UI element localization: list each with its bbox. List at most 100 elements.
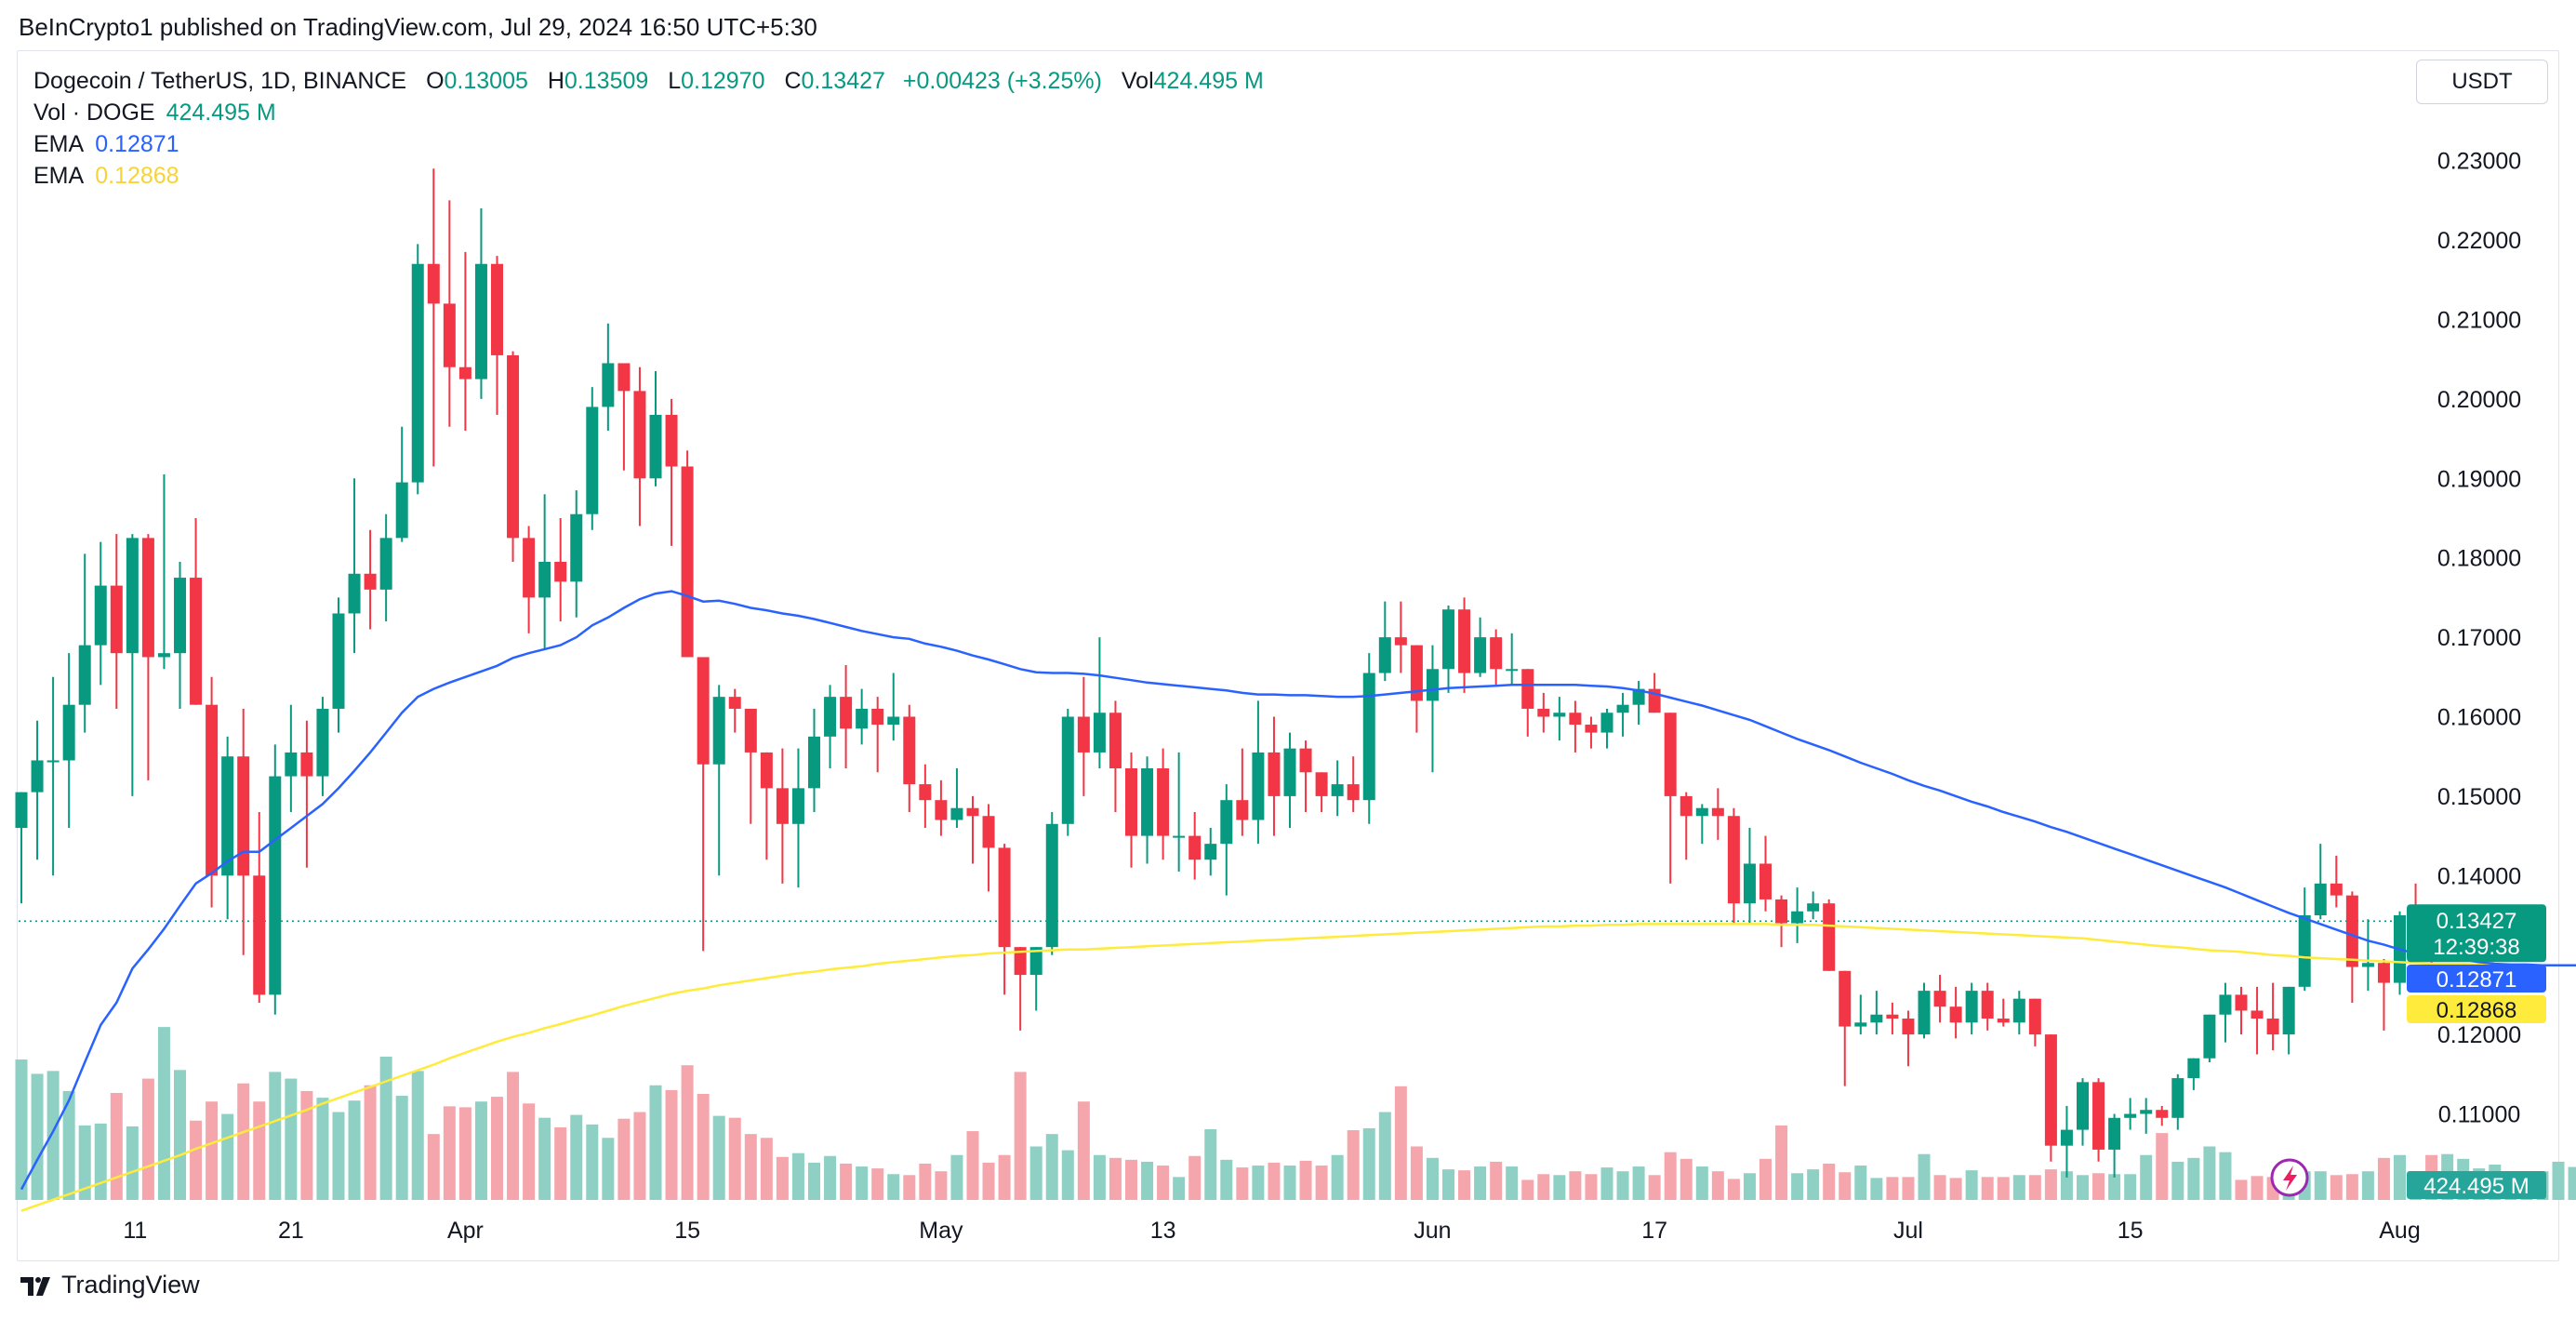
candle — [1918, 982, 1931, 1039]
candle — [681, 450, 694, 658]
currency-button[interactable]: USDT — [2416, 60, 2548, 104]
volume-bar — [348, 1100, 361, 1200]
candle-body — [1600, 713, 1613, 733]
candle-body — [633, 391, 646, 479]
candle — [871, 697, 884, 773]
candle — [78, 553, 91, 733]
volume-bar — [253, 1101, 266, 1200]
candle-body — [94, 585, 107, 646]
candle — [1743, 828, 1756, 924]
candle-body — [1569, 713, 1582, 726]
change-value: +0.00423 (+3.25%) — [902, 68, 1102, 94]
candle — [1981, 982, 1994, 1031]
candle — [332, 597, 345, 733]
volume-bar — [395, 1096, 408, 1200]
volume-bar — [1490, 1161, 1503, 1200]
candle — [808, 708, 820, 812]
candle — [2251, 986, 2264, 1055]
low-label: L — [668, 68, 682, 94]
candle — [443, 200, 456, 427]
candle — [1077, 676, 1090, 796]
candle-body — [269, 776, 282, 995]
candle — [1109, 700, 1122, 812]
chart-legend: Dogecoin / TetherUS, 1D, BINANCE O0.1300… — [33, 65, 1264, 192]
candle-body — [1695, 807, 1708, 817]
candle-body — [2251, 1010, 2264, 1019]
footer-brand[interactable]: TradingView — [61, 1271, 200, 1299]
candle-body — [554, 561, 567, 582]
vol-value: 424.495 M — [1153, 68, 1264, 94]
candle — [62, 653, 75, 829]
candle-body — [1553, 713, 1566, 717]
volume-bar — [2219, 1152, 2232, 1200]
candle — [507, 351, 520, 562]
candle-body — [824, 697, 837, 737]
candle-body — [46, 760, 60, 763]
candle-body — [538, 561, 551, 598]
volume-bar — [94, 1123, 107, 1200]
candle-body — [1157, 768, 1170, 836]
candle — [348, 478, 361, 654]
lightning-icon[interactable] — [2270, 1158, 2309, 1197]
candle — [269, 744, 282, 1015]
candle-body — [1506, 669, 1519, 672]
tradingview-logo-icon[interactable] — [20, 1275, 54, 1296]
candle — [46, 676, 60, 876]
candle-body — [1585, 725, 1598, 733]
candle — [665, 398, 678, 546]
price-tick-label: 0.16000 — [2437, 705, 2521, 731]
ema1-label[interactable]: EMA — [33, 131, 85, 157]
volume-tag: 424.495 M — [2407, 1171, 2546, 1199]
volume-bar — [2314, 1171, 2327, 1200]
candle-body — [665, 414, 678, 467]
candle-body — [935, 800, 948, 820]
candle-body — [2060, 1129, 2073, 1146]
volume-bar — [617, 1118, 631, 1200]
volume-bar — [1537, 1174, 1550, 1200]
ema2-label[interactable]: EMA — [33, 163, 85, 189]
chart-frame — [17, 50, 2559, 1261]
volume-bar — [1807, 1169, 1820, 1200]
volume-bar — [2012, 1175, 2025, 1200]
candle — [2219, 982, 2232, 1043]
candle-body — [2156, 1110, 2169, 1118]
candle — [760, 752, 773, 860]
volume-bar — [1600, 1167, 1613, 1200]
volume-bar — [1902, 1177, 1915, 1200]
candle — [206, 676, 219, 908]
time-tick-label: 11 — [123, 1218, 147, 1244]
volume-bar — [2140, 1154, 2153, 1200]
symbol-name[interactable]: Dogecoin / TetherUS, 1D, BINANCE — [33, 68, 407, 94]
candle-body — [1077, 716, 1090, 753]
publish-line: BeInCrypto1 published on TradingView.com… — [19, 13, 817, 41]
candle — [474, 207, 487, 399]
candle — [2077, 1078, 2089, 1146]
close-value: 0.13427 — [801, 68, 885, 94]
volume-bar — [1442, 1169, 1454, 1200]
candle — [94, 541, 107, 686]
price-tick-label: 0.23000 — [2437, 149, 2521, 175]
candle-body — [1949, 1006, 1962, 1023]
candle-body — [190, 578, 203, 705]
candle — [2012, 991, 2025, 1035]
volume-bar — [887, 1174, 900, 1200]
candle — [887, 673, 900, 741]
volume-bar — [2108, 1174, 2121, 1200]
volume-bar — [237, 1083, 250, 1200]
candle-body — [523, 538, 536, 598]
volume-bar — [2203, 1146, 2216, 1200]
time-tick-label: 17 — [1641, 1218, 1667, 1244]
volume-bar — [2044, 1169, 2057, 1200]
candle-body — [2124, 1113, 2137, 1118]
volume-bar — [1426, 1157, 1439, 1200]
volume-bar — [2187, 1157, 2200, 1200]
candle — [1093, 637, 1106, 769]
candle-body — [1236, 800, 1249, 820]
volume-indicator-label[interactable]: Vol · DOGE — [33, 100, 155, 126]
volume-bar — [1173, 1177, 1186, 1200]
candle — [2044, 1034, 2057, 1162]
volume-bar — [1299, 1160, 1312, 1200]
candle — [1759, 835, 1772, 912]
candle — [1949, 986, 1962, 1039]
